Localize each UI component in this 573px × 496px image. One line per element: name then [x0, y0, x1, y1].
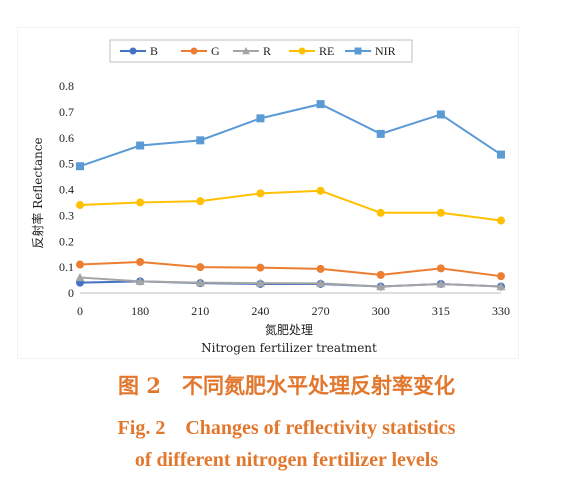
y-tick-label: 0.6 [59, 131, 74, 145]
data-point [376, 129, 385, 138]
data-point [256, 114, 265, 123]
data-point [76, 260, 84, 269]
data-point [496, 282, 506, 291]
x-axis-label-cn: 氮肥处理 [265, 322, 313, 337]
series-re [76, 186, 505, 225]
data-point [497, 272, 505, 281]
data-point [316, 100, 325, 109]
data-point [196, 136, 205, 145]
x-tick-label: 180 [131, 304, 149, 318]
data-point [75, 272, 85, 282]
legend-item-g: G [181, 44, 220, 58]
data-point [136, 141, 145, 150]
legend-item-re: RE [289, 44, 334, 58]
data-point [256, 189, 265, 198]
x-tick-label: 315 [432, 304, 450, 318]
legend-item-nir: NIR [345, 44, 396, 58]
line-chart: B G R RE NIR 0 0.1 0.2 0.3 0.4 0.5 0.6 0.7 0.8 0 180 2… [30, 39, 510, 355]
y-tick-label: 0.4 [59, 183, 74, 197]
data-point [436, 279, 446, 288]
data-point [255, 278, 265, 287]
legend-label: G [211, 44, 220, 58]
x-tick-label: 330 [492, 304, 510, 318]
y-tick-label: 0 [68, 286, 74, 300]
data-point [136, 198, 145, 207]
data-point [196, 197, 205, 206]
series-line [79, 276, 502, 288]
legend-label: NIR [375, 44, 396, 58]
data-point [256, 263, 265, 272]
data-point [436, 110, 445, 119]
y-tick-label: 0.7 [59, 105, 74, 119]
data-point [376, 208, 385, 217]
x-axis-label-en: Nitrogen fertilizer treatment [201, 341, 377, 355]
x-tick-label: 300 [372, 304, 390, 318]
data-point [135, 276, 145, 285]
series-line [79, 189, 502, 222]
data-point [298, 47, 306, 55]
legend-label: B [150, 44, 158, 58]
data-point [497, 150, 505, 159]
series-g [76, 257, 505, 281]
y-tick-label: 0.5 [59, 157, 74, 171]
figure-caption-cn: 图 2 不同氮肥水平处理反射率变化 [118, 373, 455, 398]
data-point [76, 162, 84, 171]
legend-item-r: R [233, 44, 271, 58]
data-point [436, 264, 445, 273]
y-tick-label: 0.8 [59, 79, 74, 93]
y-axis: 0 0.1 0.2 0.3 0.4 0.5 0.6 0.7 0.8 [59, 79, 74, 300]
series-group [75, 100, 506, 291]
y-tick-label: 0.2 [59, 234, 74, 248]
legend-label: R [263, 44, 271, 58]
legend-label: RE [319, 44, 334, 58]
series-nir [76, 100, 505, 171]
data-point [436, 208, 445, 217]
series-line [79, 103, 502, 168]
x-tick-label: 210 [191, 304, 209, 318]
data-point [316, 186, 325, 195]
data-point [242, 47, 250, 55]
data-point [136, 257, 145, 266]
data-point [497, 216, 505, 225]
data-point [316, 264, 325, 273]
data-point [195, 278, 205, 287]
data-point [376, 270, 385, 279]
legend: B G R RE NIR [109, 39, 413, 63]
series-line [79, 260, 502, 278]
y-tick-label: 0.1 [59, 260, 74, 274]
legend-item-b: B [120, 44, 158, 58]
data-point [196, 263, 205, 272]
x-tick-label: 240 [251, 304, 269, 318]
series-r [75, 272, 506, 291]
data-point [376, 282, 386, 291]
figure-caption-en-line1: Fig. 2 Changes of reflectivity statistic… [117, 417, 456, 439]
legend-box [109, 39, 413, 63]
data-point [129, 47, 137, 55]
chart-panel: B G R RE NIR 0 0.1 0.2 0.3 0.4 0.5 0.6 0.7 0.8 0 180 2… [18, 28, 518, 358]
figure-caption-en-line2: of different nitrogen fertilizer levels [134, 449, 439, 471]
x-axis: 0 180 210 240 270 300 315 330 [77, 292, 510, 318]
data-point [354, 47, 362, 55]
data-point [190, 47, 198, 55]
data-point [76, 201, 84, 210]
y-axis-label: 反射率 Reflectance [30, 137, 45, 248]
data-point [316, 278, 326, 288]
x-tick-label: 270 [312, 304, 330, 318]
y-tick-label: 0.3 [59, 208, 74, 222]
x-tick-label: 0 [77, 304, 83, 318]
